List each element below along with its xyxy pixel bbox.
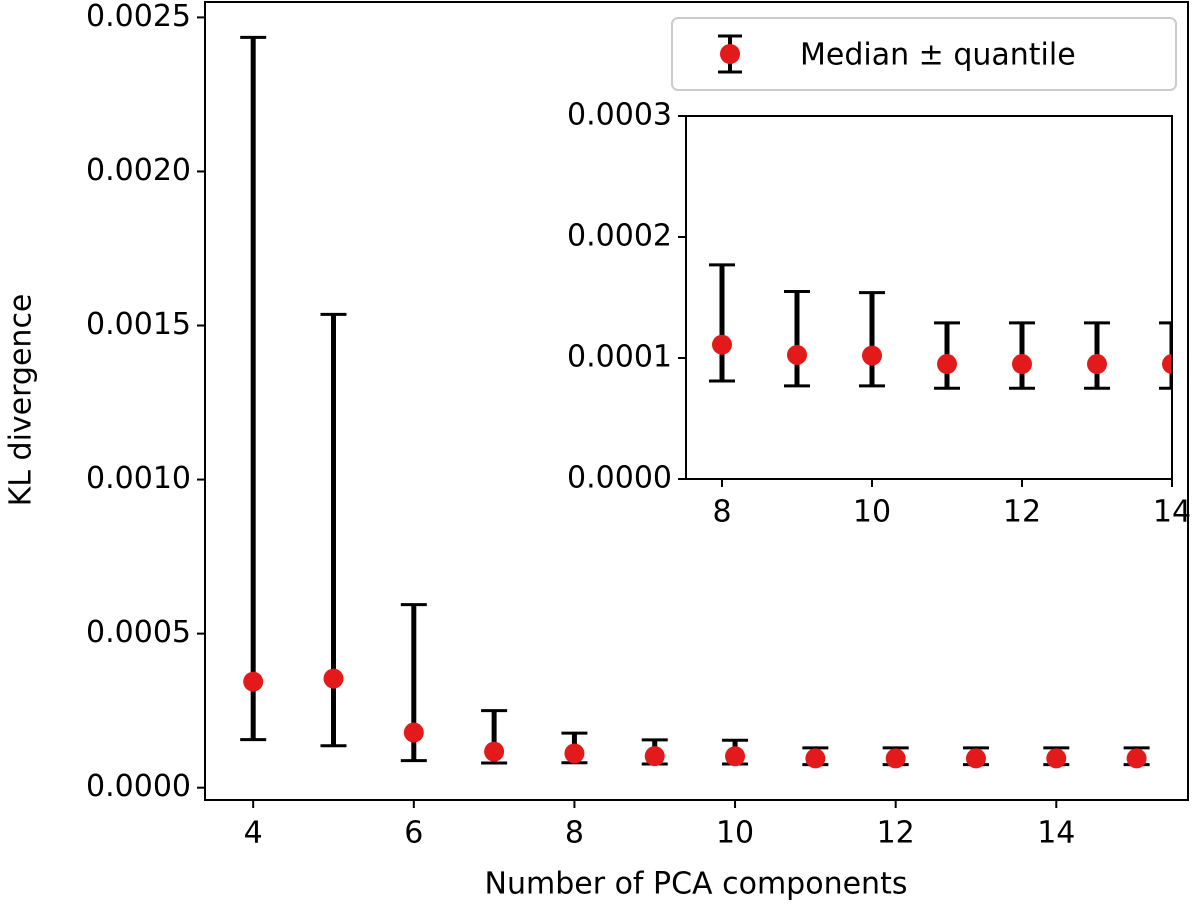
x-tick-label: 6	[404, 816, 423, 851]
inset-frame	[685, 115, 1173, 480]
median-point	[725, 746, 746, 767]
median-point	[862, 345, 882, 366]
legend-frame	[671, 17, 1177, 91]
median-point	[487, 41, 507, 61]
median-point	[564, 743, 585, 764]
median-point	[1046, 748, 1067, 769]
inset-plot	[412, 41, 1172, 390]
y-tick-label: 0.0002	[567, 219, 672, 254]
x-tick-label: 4	[244, 816, 263, 851]
median-point	[1087, 354, 1107, 375]
median-point	[644, 746, 665, 767]
median-point	[243, 671, 264, 692]
x-axis-label: Number of PCA components	[485, 867, 908, 902]
x-tick-label: 8	[565, 816, 584, 851]
median-point	[885, 748, 906, 769]
median-point	[805, 748, 826, 769]
legend: Median ± quantile	[671, 17, 1177, 91]
x-tick-label: 10	[853, 495, 891, 530]
y-axis-label: KL divergence	[4, 294, 39, 507]
y-tick-label: 0.0020	[86, 153, 191, 188]
median-point	[965, 748, 986, 769]
y-tick-label: 0.0005	[86, 615, 191, 650]
x-tick-label: 10	[716, 816, 754, 851]
median-point	[1162, 354, 1172, 375]
median-point	[562, 252, 582, 272]
y-tick-label: 0.0000	[567, 461, 672, 496]
median-point	[712, 334, 732, 355]
median-point	[787, 344, 807, 365]
x-tick-label: 14	[1037, 816, 1075, 851]
y-tick-label: 0.0010	[86, 461, 191, 496]
median-point	[1012, 354, 1032, 375]
x-tick-label: 8	[712, 495, 731, 530]
main-frame	[204, 1, 1189, 801]
median-point	[484, 741, 505, 762]
legend-label: Median ± quantile	[800, 38, 1076, 73]
median-point	[403, 722, 424, 743]
y-tick-label: 0.0015	[86, 307, 191, 342]
y-tick-label: 0.0025	[86, 0, 191, 34]
inset-background	[686, 116, 1172, 479]
y-tick-label: 0.0000	[86, 769, 191, 804]
median-point	[1126, 748, 1147, 769]
median-point	[412, 53, 432, 73]
y-tick-label: 0.0001	[567, 340, 672, 375]
median-point	[323, 668, 344, 689]
y-tick-label: 0.0003	[567, 98, 672, 133]
x-tick-label: 14	[1153, 495, 1191, 530]
x-tick-label: 12	[1003, 495, 1041, 530]
median-point	[937, 354, 957, 375]
legend-marker	[720, 44, 740, 64]
main-plot	[240, 35, 1150, 769]
x-tick-label: 12	[877, 816, 915, 851]
